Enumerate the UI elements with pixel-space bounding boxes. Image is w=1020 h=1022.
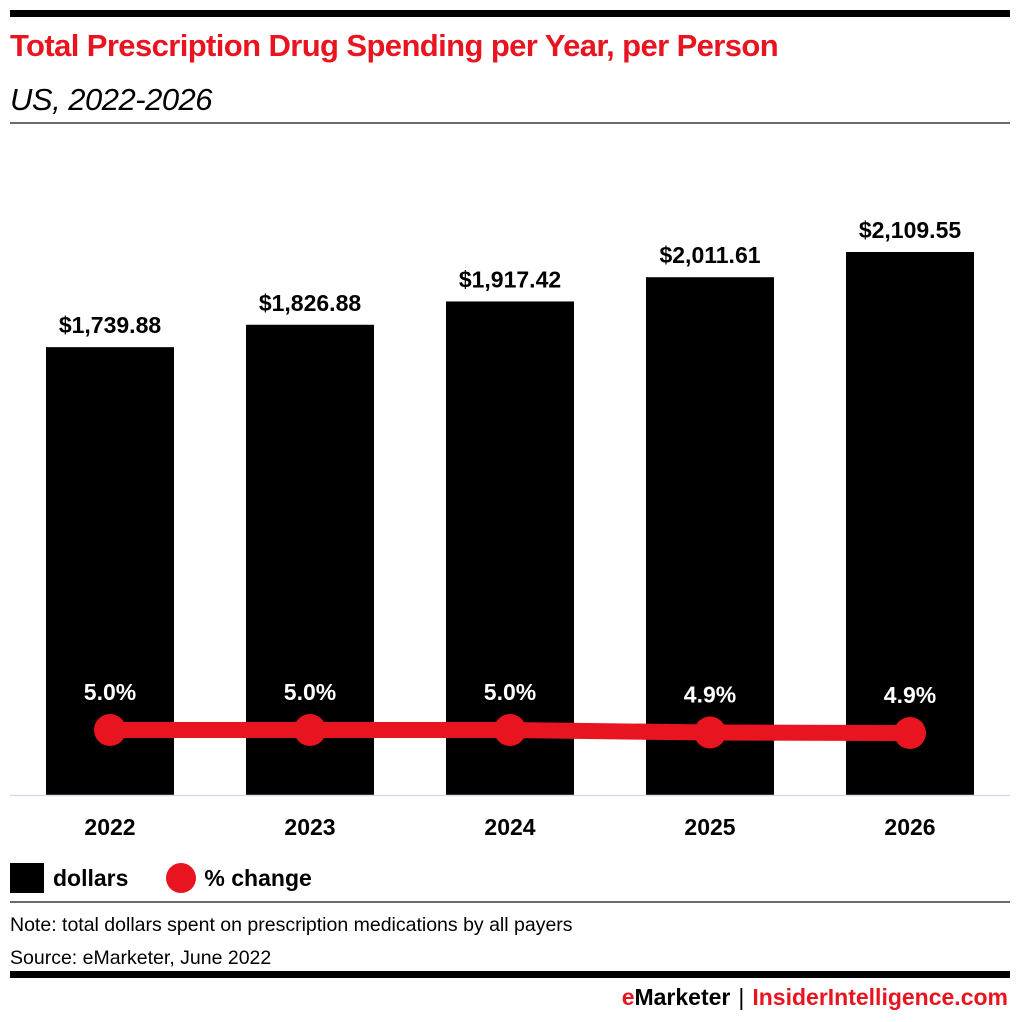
pct-change-label: 4.9% [884, 682, 936, 708]
emarketer-logo: eMarketer [622, 984, 731, 1010]
pct-change-point [894, 717, 926, 749]
bar-value-label: $1,826.88 [259, 290, 362, 316]
legend-dollars-swatch-icon [10, 863, 44, 893]
chart-subtitle: US, 2022-2026 [10, 82, 213, 117]
legend-dollars-label: dollars [53, 864, 129, 891]
bar-value-label: $1,739.88 [59, 312, 162, 338]
bar-dollars [646, 277, 774, 795]
top-rule [10, 10, 1010, 17]
emarketer-logo-text: Marketer [634, 984, 731, 1010]
bar-value-label: $1,917.42 [459, 266, 561, 292]
x-tick-label: 2022 [84, 814, 135, 840]
pct-change-point [694, 716, 726, 749]
insider-intelligence-link[interactable]: InsiderIntelligence.com [752, 984, 1008, 1010]
bottom-rule [10, 971, 1010, 978]
bar-value-label: $2,109.55 [859, 217, 962, 243]
bar-value-label: $2,011.61 [659, 242, 760, 268]
header-divider [10, 122, 1010, 124]
x-tick-label: 2026 [884, 814, 935, 840]
chart-note: Note: total dollars spent on prescriptio… [10, 914, 573, 936]
legend-pct-change-label: % change [204, 864, 312, 891]
emarketer-logo-e: e [621, 984, 635, 1010]
pct-change-label: 5.0% [484, 679, 536, 705]
x-tick-label: 2025 [684, 814, 735, 840]
bar-dollars [446, 301, 574, 795]
pct-change-point [294, 714, 326, 746]
chart-area: $1,739.88 2022 $1,826.88 2023 $1,917.42 2024 $… [10, 217, 1010, 840]
footer-separator: | [738, 984, 745, 1010]
legend-pct-change-swatch-icon [166, 863, 197, 893]
pct-change-point [94, 714, 126, 746]
legend-divider [10, 901, 1010, 903]
pct-change-label: 5.0% [284, 679, 336, 705]
pct-change-point [494, 714, 526, 746]
pct-change-label: 5.0% [84, 679, 136, 705]
chart-source: Source: eMarketer, June 2022 [10, 947, 272, 969]
x-tick-label: 2024 [484, 814, 535, 840]
bar-dollars [846, 252, 974, 795]
x-tick-label: 2023 [284, 814, 335, 840]
legend: dollars % change [10, 860, 312, 896]
pct-change-label: 4.9% [684, 682, 736, 708]
footer-branding: eMarketer | InsiderIntelligence.com [622, 984, 1008, 1011]
chart-title: Total Prescription Drug Spending per Yea… [10, 28, 779, 63]
